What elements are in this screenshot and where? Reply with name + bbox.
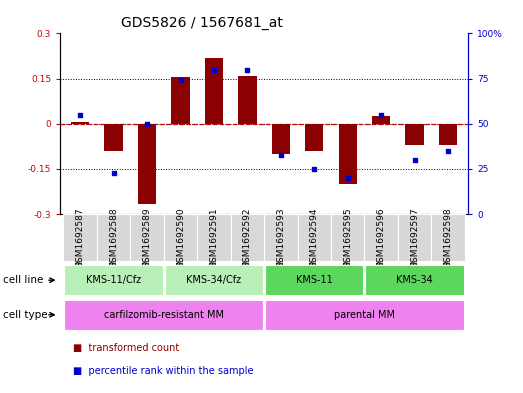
Text: GSM1692596: GSM1692596 <box>377 208 385 268</box>
Bar <box>172 77 190 124</box>
FancyBboxPatch shape <box>431 214 465 261</box>
FancyBboxPatch shape <box>64 264 163 296</box>
Text: GSM1692594: GSM1692594 <box>310 208 319 268</box>
Bar <box>271 124 290 154</box>
Bar <box>205 57 223 124</box>
FancyBboxPatch shape <box>264 214 298 261</box>
Text: cell type: cell type <box>3 310 47 320</box>
Text: GSM1692587: GSM1692587 <box>76 208 85 268</box>
Text: KMS-34/Cfz: KMS-34/Cfz <box>186 275 242 285</box>
Point <box>310 166 319 172</box>
FancyBboxPatch shape <box>63 214 97 261</box>
FancyBboxPatch shape <box>365 214 398 261</box>
FancyBboxPatch shape <box>97 214 130 261</box>
Text: GSM1692592: GSM1692592 <box>243 208 252 268</box>
FancyBboxPatch shape <box>165 264 263 296</box>
Bar <box>405 124 424 145</box>
Point <box>411 157 419 163</box>
Bar <box>372 116 390 124</box>
Text: GSM1692595: GSM1692595 <box>343 208 352 268</box>
Bar <box>338 124 357 184</box>
Bar <box>238 75 257 124</box>
Text: KMS-34: KMS-34 <box>396 275 433 285</box>
Text: cell line: cell line <box>3 275 43 285</box>
FancyBboxPatch shape <box>366 264 464 296</box>
Text: GDS5826 / 1567681_at: GDS5826 / 1567681_at <box>121 16 283 29</box>
FancyBboxPatch shape <box>130 214 164 261</box>
Point <box>243 66 252 73</box>
Text: parental MM: parental MM <box>334 310 395 320</box>
FancyBboxPatch shape <box>64 300 263 330</box>
FancyBboxPatch shape <box>231 214 264 261</box>
FancyBboxPatch shape <box>265 264 363 296</box>
Text: KMS-11: KMS-11 <box>296 275 333 285</box>
Text: GSM1692597: GSM1692597 <box>410 208 419 268</box>
Text: GSM1692588: GSM1692588 <box>109 208 118 268</box>
FancyBboxPatch shape <box>398 214 431 261</box>
Point <box>377 112 385 118</box>
Text: carfilzomib-resistant MM: carfilzomib-resistant MM <box>104 310 224 320</box>
Text: GSM1692589: GSM1692589 <box>143 208 152 268</box>
Point <box>444 148 452 154</box>
FancyBboxPatch shape <box>164 214 197 261</box>
FancyBboxPatch shape <box>265 300 464 330</box>
Text: GSM1692593: GSM1692593 <box>276 208 286 268</box>
Text: ■  percentile rank within the sample: ■ percentile rank within the sample <box>73 365 254 376</box>
FancyBboxPatch shape <box>197 214 231 261</box>
Text: GSM1692590: GSM1692590 <box>176 208 185 268</box>
Point <box>210 66 218 73</box>
Text: GSM1692591: GSM1692591 <box>209 208 219 268</box>
Point <box>277 151 285 158</box>
Text: KMS-11/Cfz: KMS-11/Cfz <box>86 275 141 285</box>
Text: GSM1692598: GSM1692598 <box>444 208 452 268</box>
Bar <box>305 124 323 151</box>
Bar <box>138 124 156 204</box>
Point <box>176 77 185 84</box>
Point <box>109 169 118 176</box>
FancyBboxPatch shape <box>298 214 331 261</box>
Bar <box>71 122 89 124</box>
Bar <box>439 124 457 145</box>
Text: ■  transformed count: ■ transformed count <box>73 343 179 353</box>
Bar <box>105 124 123 151</box>
Point <box>76 112 84 118</box>
Point <box>143 121 151 127</box>
Point <box>344 175 352 181</box>
FancyBboxPatch shape <box>331 214 365 261</box>
